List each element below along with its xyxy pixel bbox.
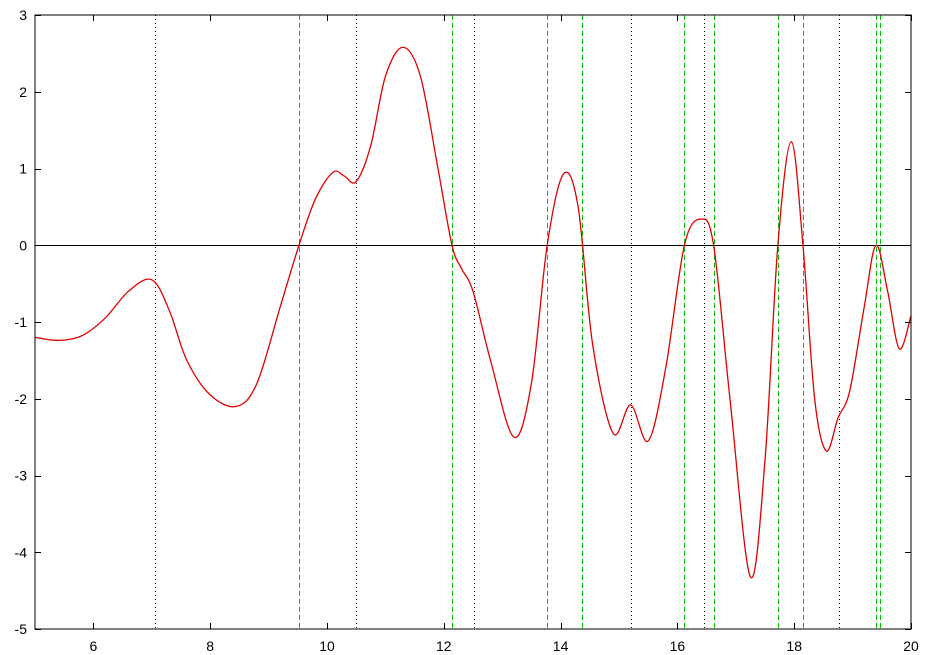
ticks-group — [35, 15, 912, 630]
x-tick-label: 16 — [670, 638, 686, 654]
y-tick-labels: -5 -4 -3 -2 -1 0 1 2 3 — [15, 7, 28, 637]
y-tick-label: -1 — [15, 314, 28, 330]
y-tick-label: -4 — [15, 544, 28, 560]
x-tick-label: 6 — [90, 638, 98, 654]
y-tick-label: 2 — [19, 84, 27, 100]
x-tick-label: 20 — [903, 638, 919, 654]
x-tick-label: 18 — [786, 638, 802, 654]
y-tick-label: -5 — [15, 621, 28, 637]
plot-frame — [34, 14, 912, 630]
vertical-markers — [155, 15, 881, 629]
y-tick-label: -2 — [15, 391, 28, 407]
series-line-0 — [34, 46, 912, 579]
x-tick-label: 10 — [319, 638, 335, 654]
x-tick-label: 12 — [436, 638, 452, 654]
y-tick-label: -3 — [15, 468, 28, 484]
x-tick-labels: 6 8 10 12 14 16 18 20 — [90, 638, 919, 654]
x-tick-label: 8 — [206, 638, 214, 654]
y-tick-label: 3 — [19, 7, 27, 23]
y-tick-label: 1 — [19, 161, 27, 177]
y-tick-label: 0 — [19, 237, 27, 253]
series-group — [34, 46, 912, 579]
x-tick-label: 14 — [553, 638, 569, 654]
